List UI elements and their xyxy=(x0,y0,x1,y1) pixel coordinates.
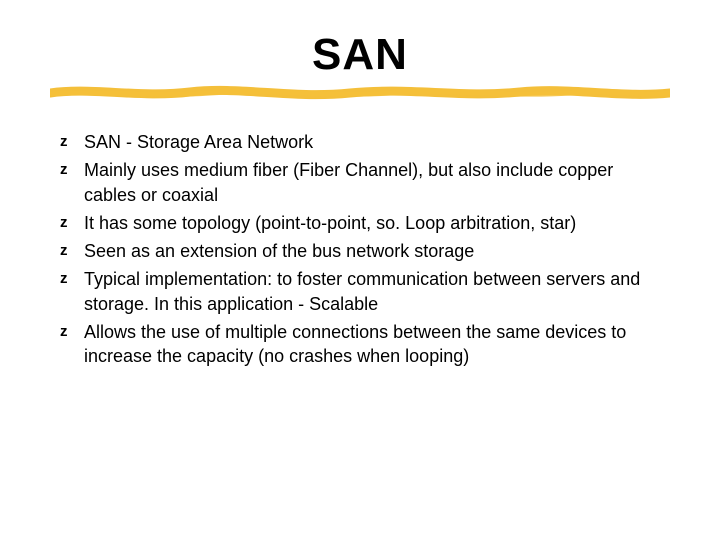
bullet-text: Typical implementation: to foster commun… xyxy=(84,269,640,313)
bullet-icon: z xyxy=(60,269,68,289)
list-item: z SAN - Storage Area Network xyxy=(60,130,670,154)
bullet-list: z SAN - Storage Area Network z Mainly us… xyxy=(50,130,670,369)
title-underline xyxy=(50,84,670,102)
bullet-text: Mainly uses medium fiber (Fiber Channel)… xyxy=(84,160,613,204)
bullet-icon: z xyxy=(60,322,68,342)
bullet-icon: z xyxy=(60,132,68,152)
slide: SAN z SAN - Storage Area Network z Mainl… xyxy=(0,0,720,540)
list-item: z Seen as an extension of the bus networ… xyxy=(60,239,670,263)
slide-title: SAN xyxy=(312,30,408,80)
title-wrap: SAN xyxy=(50,30,670,80)
bullet-icon: z xyxy=(60,241,68,261)
list-item: z Mainly uses medium fiber (Fiber Channe… xyxy=(60,158,670,207)
list-item: z It has some topology (point-to-point, … xyxy=(60,211,670,235)
bullet-icon: z xyxy=(60,213,68,233)
bullet-icon: z xyxy=(60,160,68,180)
list-item: z Allows the use of multiple connections… xyxy=(60,320,670,369)
bullet-text: SAN - Storage Area Network xyxy=(84,132,313,152)
bullet-text: Allows the use of multiple connections b… xyxy=(84,322,626,366)
bullet-text: It has some topology (point-to-point, so… xyxy=(84,213,576,233)
list-item: z Typical implementation: to foster comm… xyxy=(60,267,670,316)
bullet-text: Seen as an extension of the bus network … xyxy=(84,241,474,261)
